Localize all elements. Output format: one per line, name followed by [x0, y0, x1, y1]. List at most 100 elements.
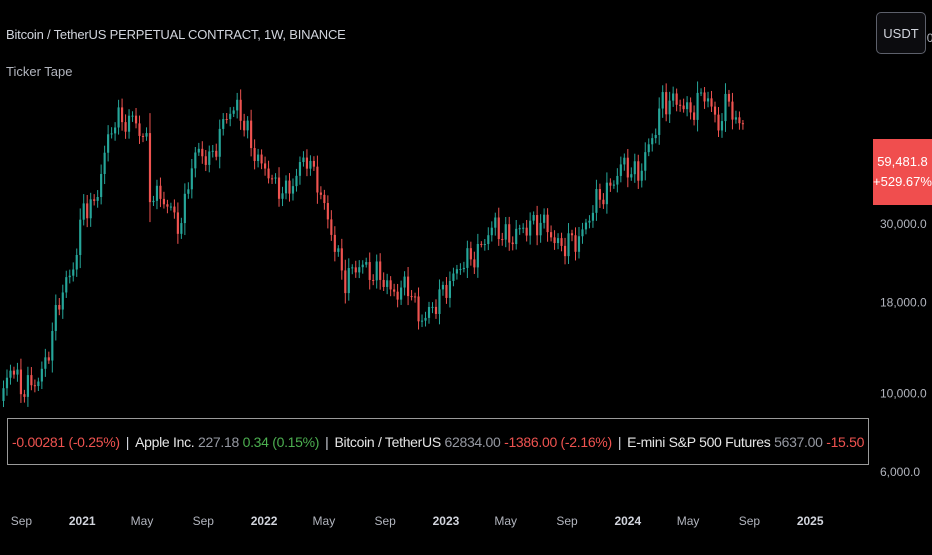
- candle-body: [201, 148, 204, 157]
- candle-body: [166, 204, 169, 207]
- candle-body: [630, 174, 633, 178]
- candle-body: [68, 275, 71, 278]
- candle-body: [211, 150, 214, 152]
- candle-body: [372, 279, 375, 281]
- candle-body: [623, 157, 626, 165]
- candle-body: [466, 248, 469, 268]
- candle-body: [323, 194, 326, 204]
- candle-body: [654, 134, 657, 139]
- candle-body: [61, 292, 64, 310]
- candle-body: [124, 122, 127, 132]
- candle-body: [546, 214, 549, 233]
- ticker-tape-items: -0.00281 (-0.25%) | Apple Inc. 227.18 0.34…: [8, 433, 868, 450]
- candle-body: [375, 261, 378, 281]
- candle-body: [218, 128, 221, 157]
- candle-body: [197, 148, 200, 153]
- candle-body: [152, 200, 155, 203]
- candle-body: [651, 138, 654, 145]
- ticker-symbol-name: E-mini S&P 500 Futures: [627, 433, 775, 450]
- candle-body: [686, 102, 689, 110]
- candle-body: [741, 123, 744, 125]
- currency-button[interactable]: USDT: [876, 12, 926, 54]
- candle-body: [386, 280, 389, 287]
- ticker-item[interactable]: E-mini S&P 500 Futures 5637.00 -15.50 (-…: [627, 433, 868, 450]
- candle-body: [93, 199, 96, 201]
- candle-body: [699, 92, 703, 94]
- candle-body: [393, 289, 396, 292]
- candle-body: [518, 228, 521, 230]
- candle-body: [563, 245, 567, 257]
- candle-body: [302, 157, 305, 163]
- candle-body: [183, 193, 186, 224]
- candle-body: [361, 264, 364, 268]
- candle-body: [51, 330, 54, 361]
- candle-body: [326, 203, 329, 220]
- ticker-item[interactable]: Apple Inc. 227.18 0.34 (0.15%): [135, 434, 319, 450]
- candle-body: [672, 93, 675, 101]
- candle-body: [602, 199, 605, 205]
- candle-body: [570, 233, 574, 236]
- candle-body: [37, 381, 40, 387]
- candle-body: [215, 150, 218, 157]
- candle-body: [298, 162, 302, 176]
- price-change-percent: +529.67%: [873, 174, 932, 189]
- candle-body: [365, 262, 368, 265]
- candle-body: [605, 182, 608, 205]
- candle-body: [508, 224, 511, 243]
- candle-body: [497, 217, 500, 240]
- candle-body: [309, 160, 312, 169]
- candle-body: [190, 168, 193, 190]
- price-tick-label: 30,000.0: [880, 217, 927, 231]
- price-tick-label: 18,000.0: [880, 296, 927, 310]
- time-tick-label: 2023: [433, 514, 460, 528]
- candle-body: [65, 277, 68, 293]
- candle-body: [668, 100, 671, 115]
- candle-body: [253, 148, 256, 162]
- candle-body: [689, 102, 692, 113]
- candle-body: [490, 227, 493, 236]
- candle-body: [5, 377, 9, 389]
- candle-body: [434, 306, 438, 314]
- candle-body: [103, 152, 106, 174]
- candle-body: [661, 92, 664, 109]
- candle-body: [556, 238, 560, 244]
- candle-body: [274, 177, 277, 179]
- candle-body: [100, 173, 103, 198]
- candle-body: [114, 127, 117, 134]
- candle-body: [257, 154, 260, 162]
- candle-body: [696, 92, 699, 120]
- candle-body: [295, 175, 298, 187]
- candle-body: [679, 104, 682, 106]
- candle-body: [595, 189, 598, 213]
- candle-body: [263, 163, 267, 169]
- chart-title: Bitcoin / TetherUS PERPETUAL CONTRACT, 1…: [6, 27, 346, 42]
- candle-body: [9, 370, 12, 378]
- indicator-label[interactable]: Ticker Tape: [6, 64, 73, 79]
- ticker-change: -1386.00 (-2.16%): [504, 433, 612, 450]
- ticker-item[interactable]: -0.00281 (-0.25%): [12, 434, 120, 450]
- candle-body: [406, 276, 410, 297]
- candle-body: [658, 108, 661, 135]
- candle-body: [176, 212, 179, 234]
- candle-body: [637, 161, 640, 181]
- candle-body: [316, 166, 319, 193]
- candle-body: [82, 203, 85, 220]
- candle-body: [148, 133, 152, 203]
- ticker-item[interactable]: Bitcoin / TetherUS 62834.00 -1386.00 (-2…: [334, 433, 612, 450]
- candle-body: [2, 388, 5, 401]
- candle-body: [169, 206, 172, 208]
- candle-body: [173, 206, 176, 213]
- candle-body: [609, 182, 612, 186]
- candle-body: [134, 115, 138, 124]
- candle-body: [529, 220, 532, 236]
- candle-body: [229, 113, 232, 120]
- candle-body: [626, 157, 629, 178]
- candle-body: [337, 248, 340, 252]
- candle-body: [246, 120, 249, 131]
- candle-body: [194, 152, 197, 169]
- candle-body: [44, 357, 47, 369]
- candle-body: [724, 93, 727, 122]
- candle-body: [413, 296, 417, 298]
